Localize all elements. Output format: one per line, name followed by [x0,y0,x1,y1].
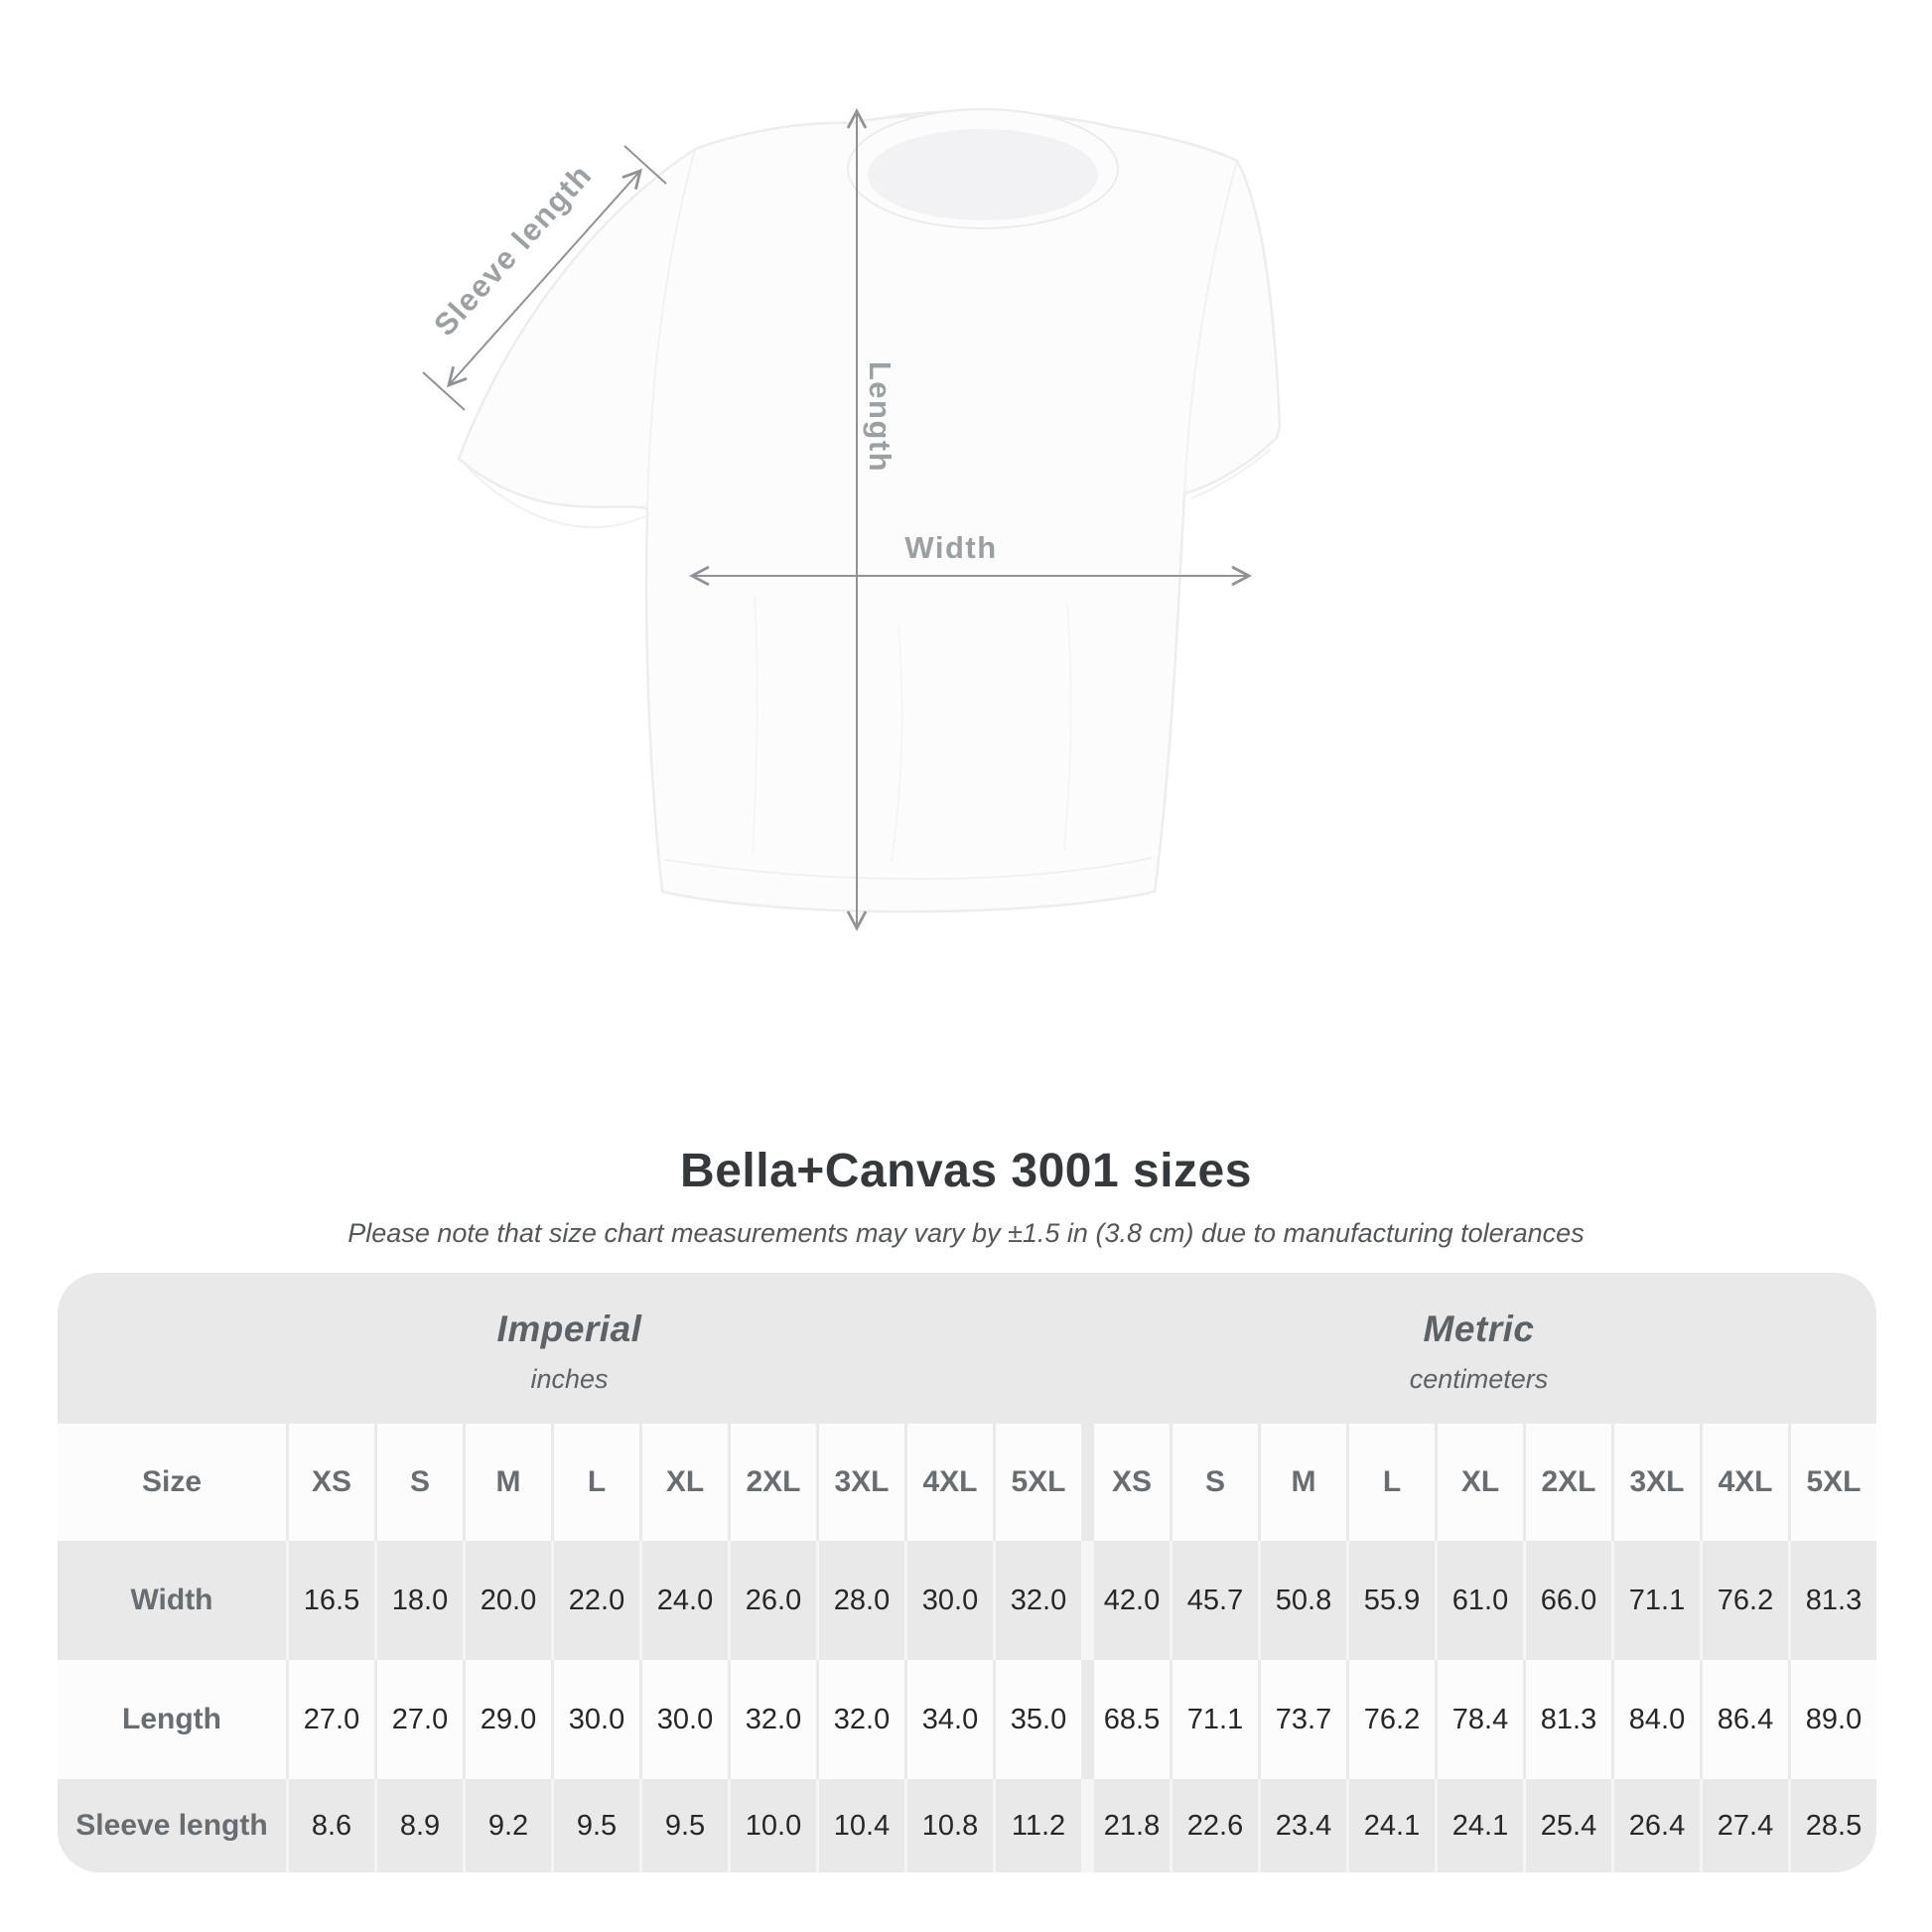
value-cell: 76.2 [1700,1541,1788,1660]
size-header: 3XL [1611,1424,1700,1541]
value-cell: 84.0 [1611,1660,1700,1779]
value-cell: 81.3 [1788,1541,1876,1660]
size-header: 4XL [1700,1424,1788,1541]
sleeve-arrow-tick-end [623,145,667,185]
size-header: 5XL [993,1424,1081,1541]
size-header: M [1258,1424,1346,1541]
value-cell: 86.4 [1700,1660,1788,1779]
value-cell: 27.0 [286,1660,374,1779]
value-cell: 30.0 [904,1541,993,1660]
value-cell: 29.0 [463,1660,551,1779]
value-cell: 24.0 [639,1541,728,1660]
value-cell: 24.1 [1346,1779,1435,1872]
size-header: S [1170,1424,1258,1541]
value-cell: 25.4 [1523,1779,1611,1872]
value-cell: 30.0 [639,1660,728,1779]
value-cell: 20.0 [463,1541,551,1660]
value-cell: 27.0 [374,1660,463,1779]
value-cell: 18.0 [374,1541,463,1660]
value-cell: 81.3 [1523,1660,1611,1779]
tshirt-figure: Width Length Sleeve length [422,108,1282,931]
imperial-title: Imperial [496,1308,642,1349]
value-cell: 9.2 [463,1779,551,1872]
value-cell: 55.9 [1346,1541,1435,1660]
imperial-group-header: Imperial inches [58,1273,1081,1424]
value-cell: 24.1 [1435,1779,1523,1872]
value-cell: 32.0 [993,1541,1081,1660]
value-cell: 8.9 [374,1779,463,1872]
row-label-width: Width [130,1584,213,1616]
value-cell: 9.5 [551,1779,639,1872]
value-cell: 89.0 [1788,1660,1876,1779]
value-cell: 28.0 [816,1541,904,1660]
hem-seam [664,857,1153,881]
value-cell: 45.7 [1170,1541,1258,1660]
value-cell: 16.5 [286,1541,374,1660]
size-table: Imperial inches Metric centimeters Size … [58,1273,1876,1872]
value-cell: 73.7 [1258,1660,1346,1779]
tshirt-graphic [457,108,1282,913]
size-header: L [1346,1424,1435,1541]
length-label: Length [863,361,897,473]
value-cell: 23.4 [1258,1779,1346,1872]
size-header: L [551,1424,639,1541]
value-cell: 11.2 [993,1779,1081,1872]
value-cell: 22.0 [551,1541,639,1660]
value-cell: 78.4 [1435,1660,1523,1779]
value-cell: 34.0 [904,1660,993,1779]
page-subtitle: Please note that size chart measurements… [347,1218,1585,1248]
value-cell: 21.8 [1081,1779,1170,1872]
size-header: XS [1081,1424,1170,1541]
value-cell: 22.6 [1170,1779,1258,1872]
metric-unit: centimeters [1409,1363,1549,1394]
value-cell: 66.0 [1523,1541,1611,1660]
row-label-length: Length [58,1660,286,1779]
size-header: 2XL [1523,1424,1611,1541]
value-cell: 32.0 [728,1660,816,1779]
metric-group-header: Metric centimeters [1081,1273,1876,1424]
imperial-unit: inches [530,1363,609,1394]
neck-opening [868,129,1098,220]
value-cell: 26.0 [728,1541,816,1660]
sleeve-length-arrow [447,168,642,388]
value-cell: 9.5 [639,1779,728,1872]
size-header: XS [286,1424,374,1541]
value-cell: 27.4 [1700,1779,1788,1872]
value-cell: 8.6 [286,1779,374,1872]
page-title: Bella+Canvas 3001 sizes [680,1145,1252,1197]
value-cell: 26.4 [1611,1779,1700,1872]
value-cell: 71.1 [1611,1541,1700,1660]
size-column-header: Size [58,1424,286,1541]
value-cell: 32.0 [816,1660,904,1779]
size-header: 3XL [816,1424,904,1541]
size-header: 4XL [904,1424,993,1541]
size-header: S [374,1424,463,1541]
value-cell: 10.4 [816,1779,904,1872]
value-cell: 68.5 [1081,1660,1170,1779]
size-header: M [463,1424,551,1541]
size-header: XL [1435,1424,1523,1541]
value-cell: 76.2 [1346,1660,1435,1779]
value-cell: 35.0 [993,1660,1081,1779]
value-cell: 30.0 [551,1660,639,1779]
value-cell: 28.5 [1788,1779,1876,1872]
value-cell: 10.8 [904,1779,993,1872]
metric-title: Metric [1423,1308,1535,1349]
value-cell: 50.8 [1258,1541,1346,1660]
row-label-sleeve-length: Sleeve length [75,1809,268,1842]
value-cell: 61.0 [1435,1541,1523,1660]
value-cell: 10.0 [728,1779,816,1872]
sleeve-arrow-tick-start [422,371,466,411]
value-cell: 42.0 [1081,1541,1170,1660]
size-header: 5XL [1788,1424,1876,1541]
value-cell: 71.1 [1170,1660,1258,1779]
width-label: Width [904,530,997,565]
size-header: 2XL [728,1424,816,1541]
size-header: XL [639,1424,728,1541]
